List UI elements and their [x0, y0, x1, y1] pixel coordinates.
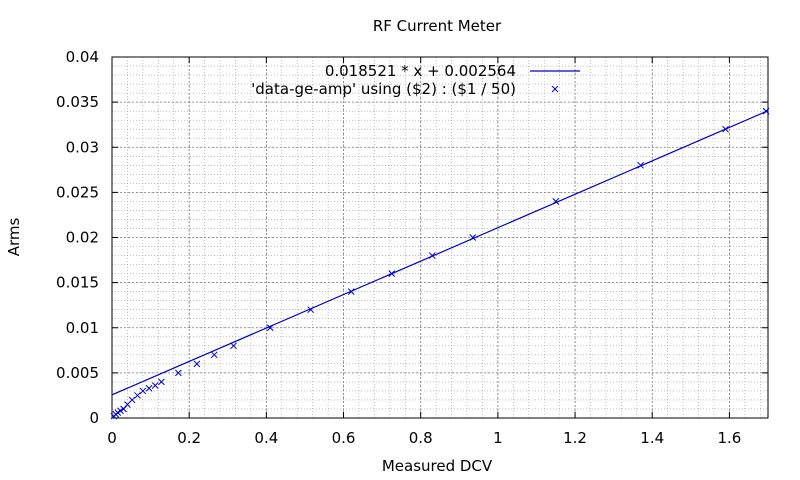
data-point	[266, 324, 274, 332]
data-point	[134, 392, 141, 399]
data-point-stroke	[722, 125, 729, 133]
data-point	[762, 107, 770, 115]
x-tick-label: 0.6	[332, 429, 356, 447]
y-tick-label: 0.035	[56, 93, 99, 111]
data-point	[722, 125, 729, 133]
legend-label-fit-line: 0.018521 * x + 0.002564	[325, 62, 516, 80]
data-point-stroke	[428, 252, 436, 259]
data-point	[151, 382, 159, 389]
data-point-stroke	[469, 234, 477, 241]
data-point	[210, 351, 218, 359]
data-point-stroke	[151, 382, 159, 389]
data-point-stroke	[175, 369, 182, 377]
data-point-stroke	[139, 387, 147, 395]
y-tick-label: 0.04	[66, 48, 99, 66]
data-point-stroke	[307, 306, 315, 314]
data-point-stroke	[128, 396, 136, 404]
data-point-stroke	[134, 392, 141, 399]
y-tick-label: 0.01	[66, 319, 99, 337]
x-tick-label: 1.2	[563, 429, 587, 447]
x-tick-label: 0.8	[409, 429, 433, 447]
data-point	[145, 384, 153, 392]
data-point	[637, 161, 645, 169]
data-point	[428, 252, 436, 259]
x-tick-label: 1.4	[640, 429, 664, 447]
x-tick-label: 1	[493, 429, 503, 447]
y-tick-label: 0.015	[56, 274, 99, 292]
data-point-stroke	[117, 407, 124, 415]
legend-swatch-data-points	[551, 85, 559, 93]
data-point-stroke	[210, 351, 218, 359]
data-point	[139, 387, 147, 395]
y-tick-label: 0.005	[56, 364, 99, 382]
data-point-stroke	[552, 198, 560, 205]
data-point	[307, 306, 315, 314]
data-point	[230, 342, 237, 350]
data-point-stroke	[388, 270, 396, 277]
fit-line	[111, 110, 769, 396]
y-tick-label: 0	[89, 409, 99, 427]
legend-label-data-points: 'data-ge-amp' using ($2) : ($1 / 50)	[251, 80, 516, 98]
data-point	[128, 396, 136, 404]
y-tick-label: 0.03	[66, 138, 99, 156]
data-point-stroke	[637, 161, 645, 169]
data-point	[469, 234, 477, 241]
data-point	[117, 407, 124, 415]
x-tick-label: 0	[107, 429, 117, 447]
data-point-stroke	[230, 342, 237, 350]
plot-series	[110, 107, 770, 420]
grid-lines	[111, 56, 768, 419]
data-point	[552, 198, 560, 205]
data-point-stroke	[762, 107, 770, 115]
data-point-stroke	[158, 378, 165, 386]
data-point-stroke	[347, 288, 355, 296]
data-point	[388, 270, 396, 277]
y-axis-label: Arms	[5, 218, 23, 257]
data-point-stroke	[193, 360, 201, 368]
data-point	[158, 378, 165, 386]
legend: 0.018521 * x + 0.002564'data-ge-amp' usi…	[251, 62, 580, 98]
data-point	[347, 288, 355, 296]
x-axis-label: Measured DCV	[382, 457, 493, 475]
data-point	[175, 369, 182, 377]
data-point-stroke	[266, 324, 274, 332]
x-tick-label: 0.2	[177, 429, 201, 447]
y-tick-label: 0.02	[66, 229, 99, 247]
data-point	[193, 360, 201, 368]
chart-title: RF Current Meter	[373, 17, 502, 35]
x-tick-label: 1.6	[717, 429, 741, 447]
axis-ticks: 0 0.2 0.4 0.6 0.8 1 1.2 1.4 1.6 0 0.005 0.01 0.015 0.…	[56, 48, 768, 447]
y-tick-label: 0.025	[56, 183, 99, 201]
x-tick-label: 0.4	[254, 429, 278, 447]
data-point-stroke	[145, 384, 153, 392]
